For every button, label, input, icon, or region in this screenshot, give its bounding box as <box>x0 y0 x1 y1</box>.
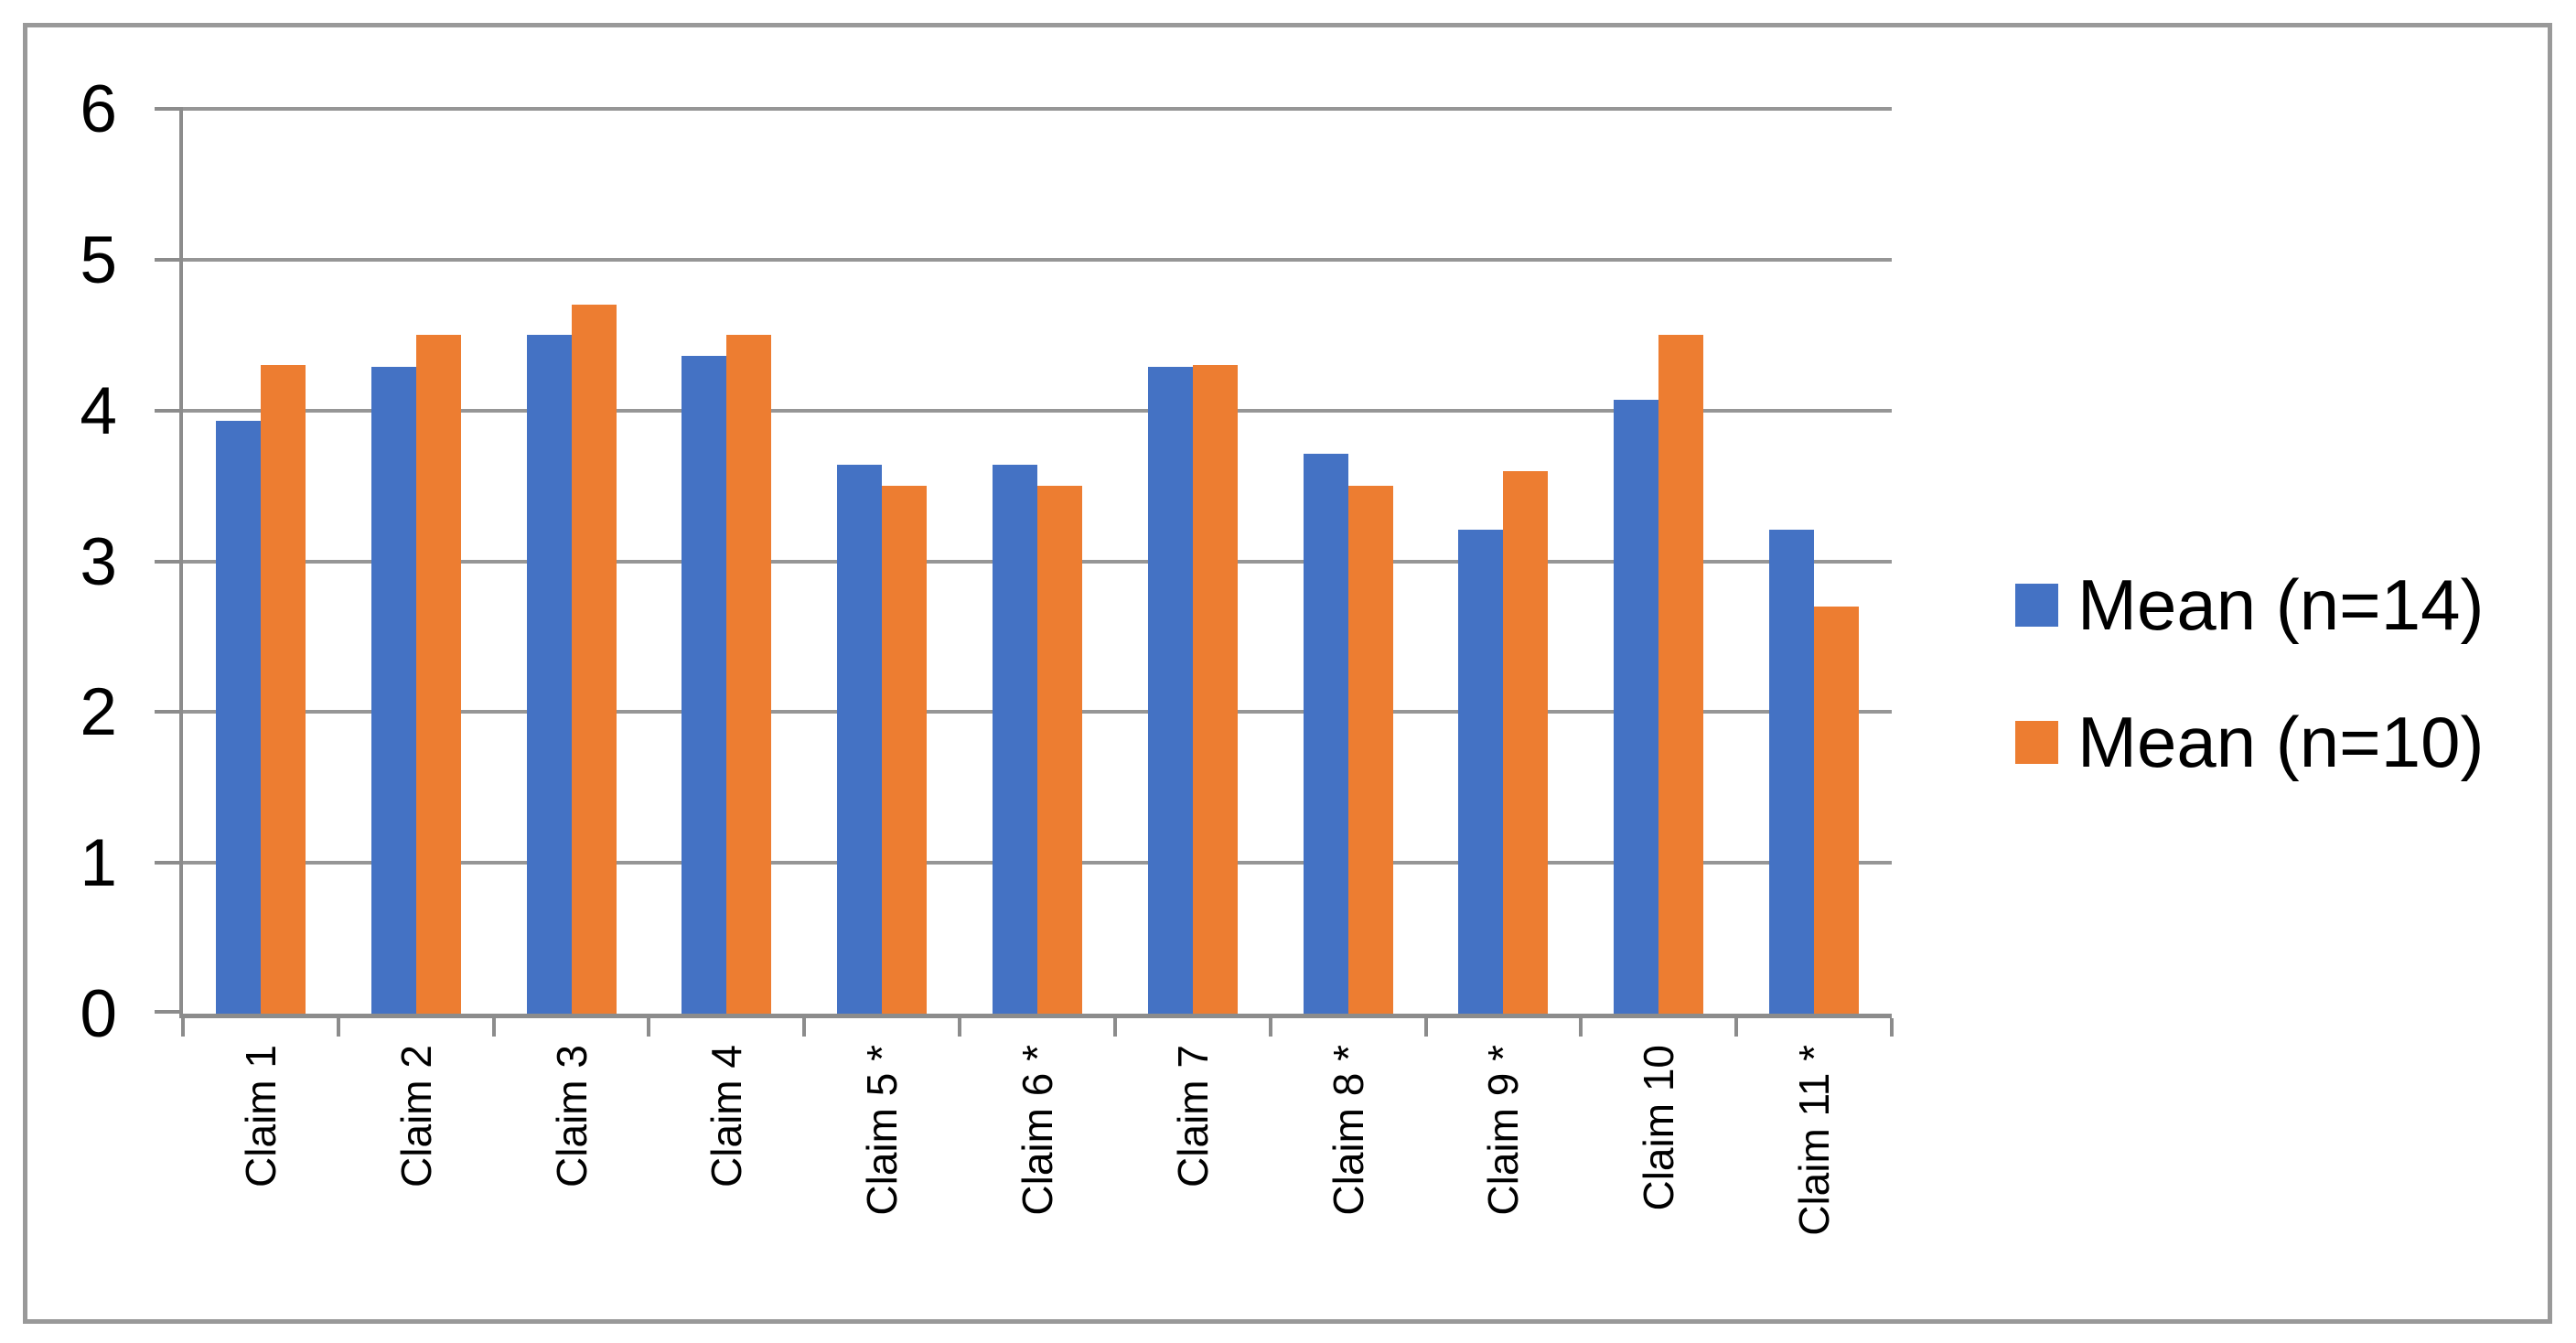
x-category-label: Claim 7 <box>1168 1045 1217 1187</box>
x-axis-tick <box>1423 1018 1428 1037</box>
category-group <box>1426 109 1582 1014</box>
x-axis-tick <box>802 1018 807 1037</box>
x-axis-tick <box>1268 1018 1272 1037</box>
bar <box>1347 486 1393 1014</box>
x-axis-tick <box>1579 1018 1583 1037</box>
x-axis-tick <box>336 1018 340 1037</box>
bar <box>415 335 461 1014</box>
gridline <box>183 107 1892 111</box>
bar <box>837 465 883 1014</box>
x-category-label: Claim 2 <box>392 1045 440 1187</box>
bar <box>526 335 572 1014</box>
category-group <box>804 109 960 1014</box>
category-group <box>338 109 494 1014</box>
bar <box>1303 454 1348 1014</box>
legend-swatch-blue <box>2015 583 2058 627</box>
y-axis-tick-label: 3 <box>80 524 117 599</box>
x-category-label: Claim 11 * <box>1790 1045 1839 1236</box>
category-group <box>1271 109 1426 1014</box>
x-axis-tick <box>181 1018 185 1037</box>
category-group <box>1115 109 1271 1014</box>
x-axis-label-cell: Claim 6 * <box>960 1045 1115 1338</box>
x-axis-label-cell: Claim 8 * <box>1271 1045 1426 1338</box>
x-axis-label-cell: Claim 4 <box>649 1045 804 1338</box>
category-group <box>1581 109 1736 1014</box>
x-axis-tick <box>1890 1018 1894 1037</box>
x-axis-label-cell: Claim 10 <box>1581 1045 1736 1338</box>
y-axis-tick-label: 5 <box>80 222 117 297</box>
bar <box>1503 470 1549 1014</box>
y-axis-tick <box>155 559 183 564</box>
category-group <box>1736 109 1892 1014</box>
chart-frame <box>23 23 2552 1324</box>
legend-item-mean-n14: Mean (n=14) <box>2015 565 2484 644</box>
y-axis-tick-labels: 0 1 2 3 4 5 6 <box>23 0 117 1343</box>
legend-swatch-orange <box>2015 720 2058 764</box>
legend-label-mean-n10: Mean (n=10) <box>2077 702 2485 782</box>
y-axis-tick-label: 6 <box>80 72 117 146</box>
x-axis-label-cell: Claim 11 * <box>1736 1045 1892 1338</box>
x-category-label: Claim 6 * <box>1013 1045 1061 1216</box>
bar <box>1192 365 1238 1014</box>
gridline <box>183 408 1892 413</box>
bar <box>1814 606 1860 1014</box>
y-axis-tick-label: 2 <box>80 675 117 750</box>
x-axis-category-labels: Claim 1 Claim 2 Claim 3 Claim 4 Claim 5 * Cla… <box>183 1045 1892 1338</box>
category-group <box>649 109 804 1014</box>
x-axis-tick <box>958 1018 962 1037</box>
legend: Mean (n=14) Mean (n=10) <box>2015 565 2484 840</box>
x-axis-label-cell: Claim 1 <box>183 1045 338 1338</box>
category-group <box>494 109 649 1014</box>
gridline <box>183 257 1892 262</box>
y-axis-tick <box>155 861 183 865</box>
x-category-label: Claim 4 <box>703 1045 751 1187</box>
x-category-label: Claim 5 * <box>858 1045 907 1216</box>
bar <box>1036 486 1082 1014</box>
x-category-label: Claim 9 * <box>1479 1045 1528 1216</box>
bar <box>1147 366 1193 1014</box>
bar <box>1458 529 1504 1014</box>
y-axis-tick <box>155 408 183 413</box>
x-axis-tick <box>647 1018 651 1037</box>
bar <box>215 421 261 1014</box>
bar <box>992 465 1037 1014</box>
bar <box>571 305 617 1014</box>
bar <box>370 366 416 1014</box>
x-axis-label-cell: Claim 2 <box>338 1045 494 1338</box>
bars-layer <box>183 109 1892 1014</box>
x-axis-label-cell: Claim 9 * <box>1426 1045 1582 1338</box>
bar <box>1658 335 1704 1014</box>
x-axis-label-cell: Claim 3 <box>494 1045 649 1338</box>
x-axis-label-cell: Claim 5 * <box>804 1045 960 1338</box>
y-axis-tick <box>155 710 183 714</box>
y-axis-tick-label: 1 <box>80 826 117 901</box>
x-category-label: Claim 8 * <box>1324 1045 1372 1216</box>
y-axis-tick-label: 0 <box>80 977 117 1051</box>
x-axis-tick <box>491 1018 496 1037</box>
y-axis-tick <box>155 257 183 262</box>
bar <box>1614 400 1659 1014</box>
bar <box>682 356 727 1014</box>
bar <box>260 365 306 1014</box>
plot-area <box>155 107 1894 1037</box>
category-group <box>183 109 338 1014</box>
y-axis-tick <box>155 107 183 111</box>
x-axis-tick <box>1112 1018 1117 1037</box>
bar <box>1769 529 1815 1014</box>
legend-label-mean-n14: Mean (n=14) <box>2077 564 2485 645</box>
y-axis-tick <box>155 1010 183 1014</box>
x-axis-label-cell: Claim 7 <box>1115 1045 1271 1338</box>
bar <box>882 486 928 1014</box>
bar <box>726 335 772 1014</box>
x-category-label: Claim 10 <box>1635 1045 1683 1211</box>
category-group <box>960 109 1115 1014</box>
legend-item-mean-n10: Mean (n=10) <box>2015 703 2484 781</box>
y-axis-tick-label: 4 <box>80 373 117 448</box>
x-category-label: Claim 1 <box>236 1045 284 1187</box>
x-category-label: Claim 3 <box>547 1045 596 1187</box>
x-axis-tick <box>1734 1018 1739 1037</box>
